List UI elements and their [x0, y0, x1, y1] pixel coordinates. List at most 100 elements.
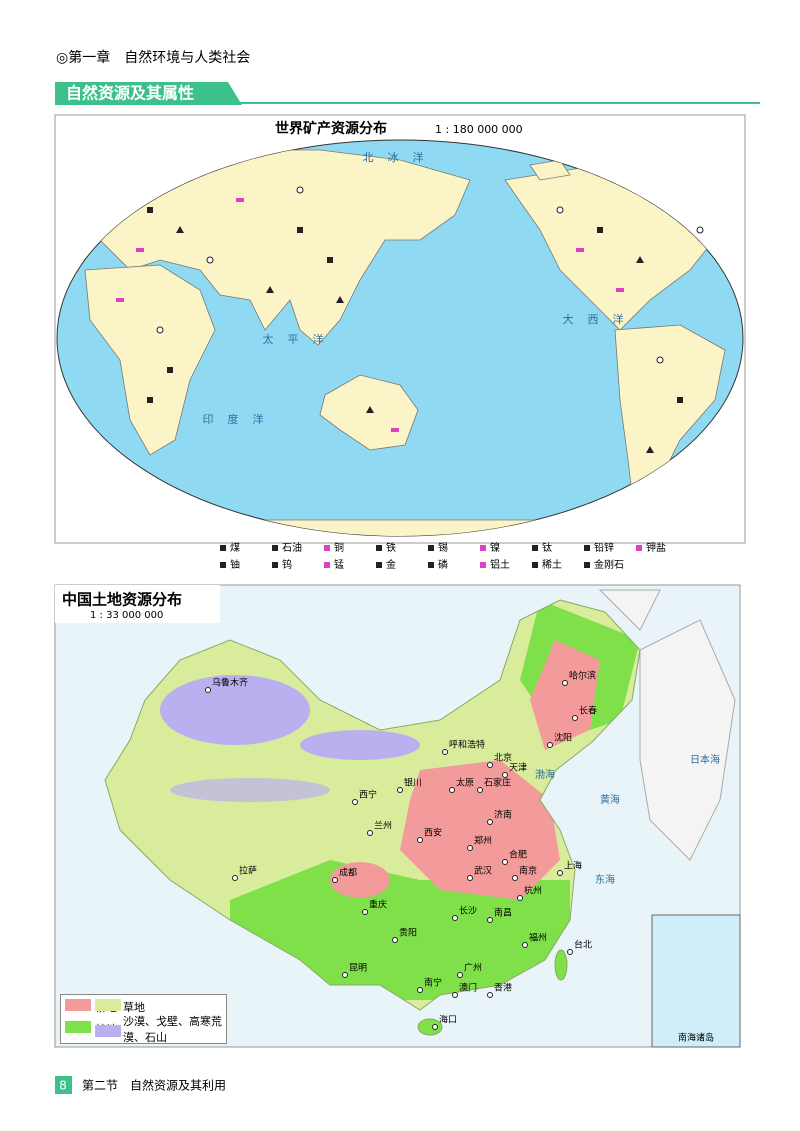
legend-symbol [324, 562, 330, 568]
legend-symbol [428, 545, 434, 551]
city-dot [567, 949, 573, 955]
inset [651, 914, 741, 1048]
city-label: 沈阳 [554, 732, 572, 744]
city-label: 石家庄 [484, 777, 511, 789]
city-label: 广州 [464, 962, 482, 974]
legend-label: 镍 [490, 541, 500, 554]
city-dot [417, 987, 423, 993]
city-label: 天津 [509, 763, 527, 774]
legend-symbol [272, 562, 278, 568]
symbol [696, 226, 704, 234]
legend-label: 铅锌 [594, 541, 614, 554]
city-dot [352, 799, 358, 805]
city-label: 海口 [439, 1014, 457, 1026]
city-label: 昆明 [349, 963, 367, 974]
legend-label: 铁 [386, 541, 396, 554]
sea-label: 日本海 [690, 753, 720, 766]
symbol [677, 397, 683, 403]
legend-label: 煤 [230, 541, 240, 554]
legend-label: 钾盐 [646, 541, 666, 554]
city-label: 香港 [494, 982, 512, 994]
china-legend: 耕地草地林地沙漠、戈壁、高寒荒漠、石山 [60, 994, 227, 1044]
symbol [147, 207, 153, 213]
symbol [636, 256, 644, 263]
symbol [297, 227, 303, 233]
symbol [391, 428, 399, 432]
city-dot [397, 787, 403, 793]
city-dot [522, 942, 528, 948]
city-label: 西安 [424, 827, 442, 839]
city-dot [557, 870, 563, 876]
hainan [417, 1018, 443, 1036]
section-title: 自然资源及其属性 [66, 84, 194, 103]
symbol [597, 227, 603, 233]
legend-swatch [65, 1021, 91, 1033]
city-label: 呼和浩特 [449, 739, 485, 751]
legend-swatch [65, 999, 91, 1011]
ocean-label: 北冰洋 [363, 150, 438, 164]
symbol [556, 206, 564, 214]
city-dot [417, 837, 423, 843]
mineral-symbols [116, 186, 704, 453]
symbol [176, 226, 184, 233]
symbol [656, 356, 664, 364]
symbol [616, 288, 624, 292]
ocean-label: 大西洋 [563, 312, 638, 326]
legend-symbol [584, 562, 590, 568]
city-dot [502, 772, 508, 778]
city-label: 澳门 [459, 982, 477, 994]
land-use [160, 600, 640, 1000]
symbol [236, 198, 244, 202]
legend-swatch [95, 1025, 121, 1037]
city-label: 乌鲁木齐 [212, 677, 248, 689]
city-dot [547, 742, 553, 748]
sea-label: 东海 [595, 873, 615, 886]
legend-label: 钨 [282, 558, 292, 571]
legend-symbol [272, 545, 278, 551]
neighbor-land [598, 589, 736, 861]
taiwan [554, 949, 568, 981]
city-dot [562, 680, 568, 686]
city-dot [487, 992, 493, 998]
city-dot [457, 972, 463, 978]
sea-label: 渤海 [535, 768, 555, 781]
symbol [327, 257, 333, 263]
city-label: 西宁 [359, 789, 377, 801]
legend-symbol [220, 562, 226, 568]
chapter-header: ◎第一章 自然环境与人类社会 [56, 49, 250, 66]
legend-label: 金 [386, 558, 396, 571]
title-box [55, 585, 220, 623]
ocean-label: 印度洋 [203, 412, 278, 426]
city-dot [449, 787, 455, 793]
city-label: 南宁 [424, 977, 442, 989]
city-label: 武汉 [474, 865, 492, 877]
city-label: 拉萨 [239, 865, 257, 877]
legend-label: 锡 [438, 541, 448, 554]
symbol [147, 397, 153, 403]
symbol [156, 326, 164, 334]
inset-label: 南海诸岛 [678, 1032, 714, 1044]
legend-label: 铀 [230, 558, 240, 571]
city-dot [502, 859, 508, 865]
city-label: 哈尔滨 [569, 670, 596, 682]
legend-symbol [324, 545, 330, 551]
world-title: 世界矿产资源分布 [275, 120, 387, 137]
sea-label: 黄海 [600, 793, 620, 806]
city-dot [232, 875, 238, 881]
city-label: 长春 [579, 705, 597, 717]
city-label: 长沙 [459, 905, 477, 917]
china-scale: 1 : 33 000 000 [90, 610, 163, 621]
page-number: 8 [59, 1079, 67, 1093]
legend-symbol [428, 562, 434, 568]
city-dot [452, 992, 458, 998]
legend-symbol [532, 562, 538, 568]
city-label: 兰州 [374, 820, 392, 832]
city-dot [487, 917, 493, 923]
legend-label: 石油 [282, 541, 302, 554]
city-label: 太原 [456, 777, 474, 789]
symbol [116, 298, 124, 302]
city-dot [512, 875, 518, 881]
legend-label: 铝土 [490, 558, 510, 571]
city-dot [367, 830, 373, 836]
